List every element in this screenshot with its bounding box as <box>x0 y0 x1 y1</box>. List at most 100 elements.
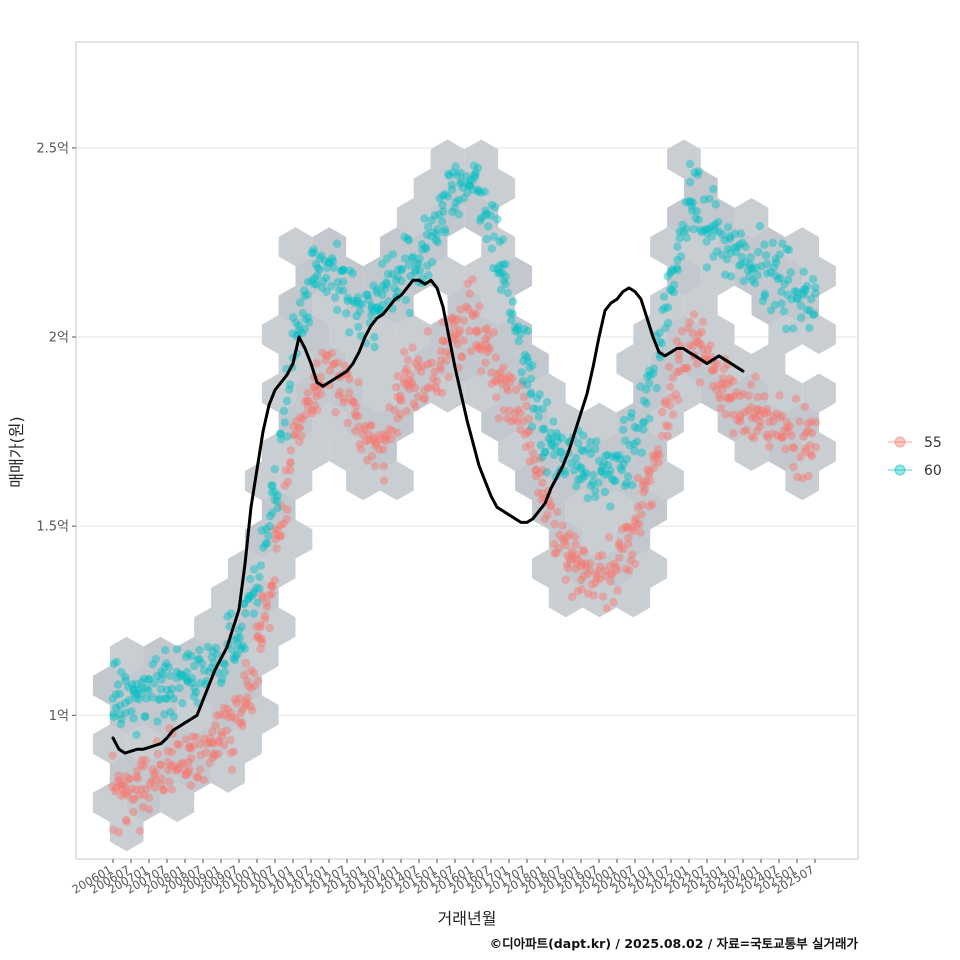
hex-cell <box>278 461 313 501</box>
data-point-55 <box>688 329 698 338</box>
data-point-55 <box>273 525 282 534</box>
data-point-55 <box>242 676 252 686</box>
hex-cell <box>616 344 651 384</box>
data-point-60 <box>443 170 453 179</box>
data-point-60 <box>507 316 516 325</box>
data-point-60 <box>777 287 786 296</box>
data-point-55 <box>199 775 208 785</box>
data-point-60 <box>735 240 744 249</box>
data-point-60 <box>808 275 818 284</box>
data-point-55 <box>537 495 546 504</box>
data-point-55 <box>626 556 635 565</box>
data-point-60 <box>138 683 147 693</box>
data-point-60 <box>301 314 310 324</box>
data-point-60 <box>440 228 450 237</box>
data-point-60 <box>778 239 787 248</box>
hex-cell <box>650 461 684 501</box>
data-point-55 <box>726 393 735 402</box>
data-point-55 <box>393 392 402 402</box>
data-point-55 <box>393 372 402 381</box>
hex-cell <box>700 256 735 296</box>
data-point-55 <box>256 644 265 654</box>
data-point-55 <box>796 452 805 462</box>
data-point-60 <box>193 655 202 664</box>
data-point-60 <box>429 228 438 237</box>
data-point-55 <box>499 373 509 382</box>
data-point-60 <box>589 470 598 480</box>
data-point-55 <box>333 358 342 367</box>
data-point-60 <box>383 269 393 279</box>
data-point-55 <box>561 575 570 584</box>
data-point-55 <box>685 318 694 327</box>
data-point-55 <box>636 528 645 537</box>
data-point-60 <box>552 432 562 441</box>
data-point-60 <box>520 350 530 360</box>
data-point-55 <box>643 465 652 474</box>
data-point-60 <box>708 222 717 231</box>
data-point-60 <box>276 429 285 438</box>
data-point-60 <box>477 188 486 197</box>
data-point-60 <box>527 422 537 431</box>
data-point-60 <box>754 247 763 257</box>
data-point-55 <box>123 787 133 797</box>
data-point-55 <box>361 436 370 446</box>
data-point-55 <box>747 413 757 423</box>
hex-cell <box>261 315 296 354</box>
data-point-60 <box>738 238 747 247</box>
data-point-60 <box>801 285 810 294</box>
data-point-60 <box>802 305 812 315</box>
data-point-55 <box>346 395 355 405</box>
data-point-60 <box>205 667 214 676</box>
data-point-60 <box>255 584 264 593</box>
data-point-60 <box>438 191 448 200</box>
data-point-60 <box>526 388 536 398</box>
data-point-55 <box>694 330 704 339</box>
data-point-60 <box>633 437 642 446</box>
hex-cell <box>802 432 836 471</box>
hex-cell <box>92 724 127 764</box>
hex-cell <box>312 227 347 267</box>
data-point-60 <box>404 261 414 270</box>
data-point-55 <box>505 406 514 415</box>
data-point-55 <box>538 478 547 487</box>
data-point-60 <box>322 263 332 272</box>
data-point-60 <box>226 609 236 618</box>
data-point-60 <box>337 266 346 275</box>
data-point-55 <box>497 379 507 388</box>
data-point-55 <box>193 773 202 782</box>
data-point-60 <box>718 230 727 239</box>
data-point-60 <box>129 689 139 698</box>
data-point-55 <box>260 611 270 621</box>
data-point-55 <box>303 388 312 397</box>
hex-cell <box>582 402 617 442</box>
data-point-60 <box>262 524 271 534</box>
data-point-55 <box>450 322 459 332</box>
hex-cell <box>515 344 549 384</box>
data-point-55 <box>573 555 582 564</box>
data-point-60 <box>211 643 220 652</box>
data-point-60 <box>766 306 776 315</box>
data-point-55 <box>114 828 124 837</box>
hex-cell <box>295 432 330 471</box>
data-point-55 <box>615 553 624 562</box>
data-point-60 <box>261 539 270 549</box>
data-point-60 <box>590 492 600 502</box>
hex-cell <box>683 285 718 325</box>
hex-cell <box>464 373 499 413</box>
data-point-60 <box>241 609 250 618</box>
data-point-55 <box>717 379 727 389</box>
data-point-55 <box>354 377 363 387</box>
data-point-60 <box>473 187 483 196</box>
hex-cell <box>667 373 701 413</box>
data-point-55 <box>184 765 194 775</box>
data-point-55 <box>483 344 492 353</box>
data-point-55 <box>721 379 730 388</box>
data-point-55 <box>214 736 223 745</box>
data-point-55 <box>167 785 176 794</box>
data-point-55 <box>561 540 570 550</box>
data-point-60 <box>645 370 655 380</box>
data-point-60 <box>162 659 171 668</box>
data-point-55 <box>606 577 615 586</box>
data-point-55 <box>772 409 781 418</box>
